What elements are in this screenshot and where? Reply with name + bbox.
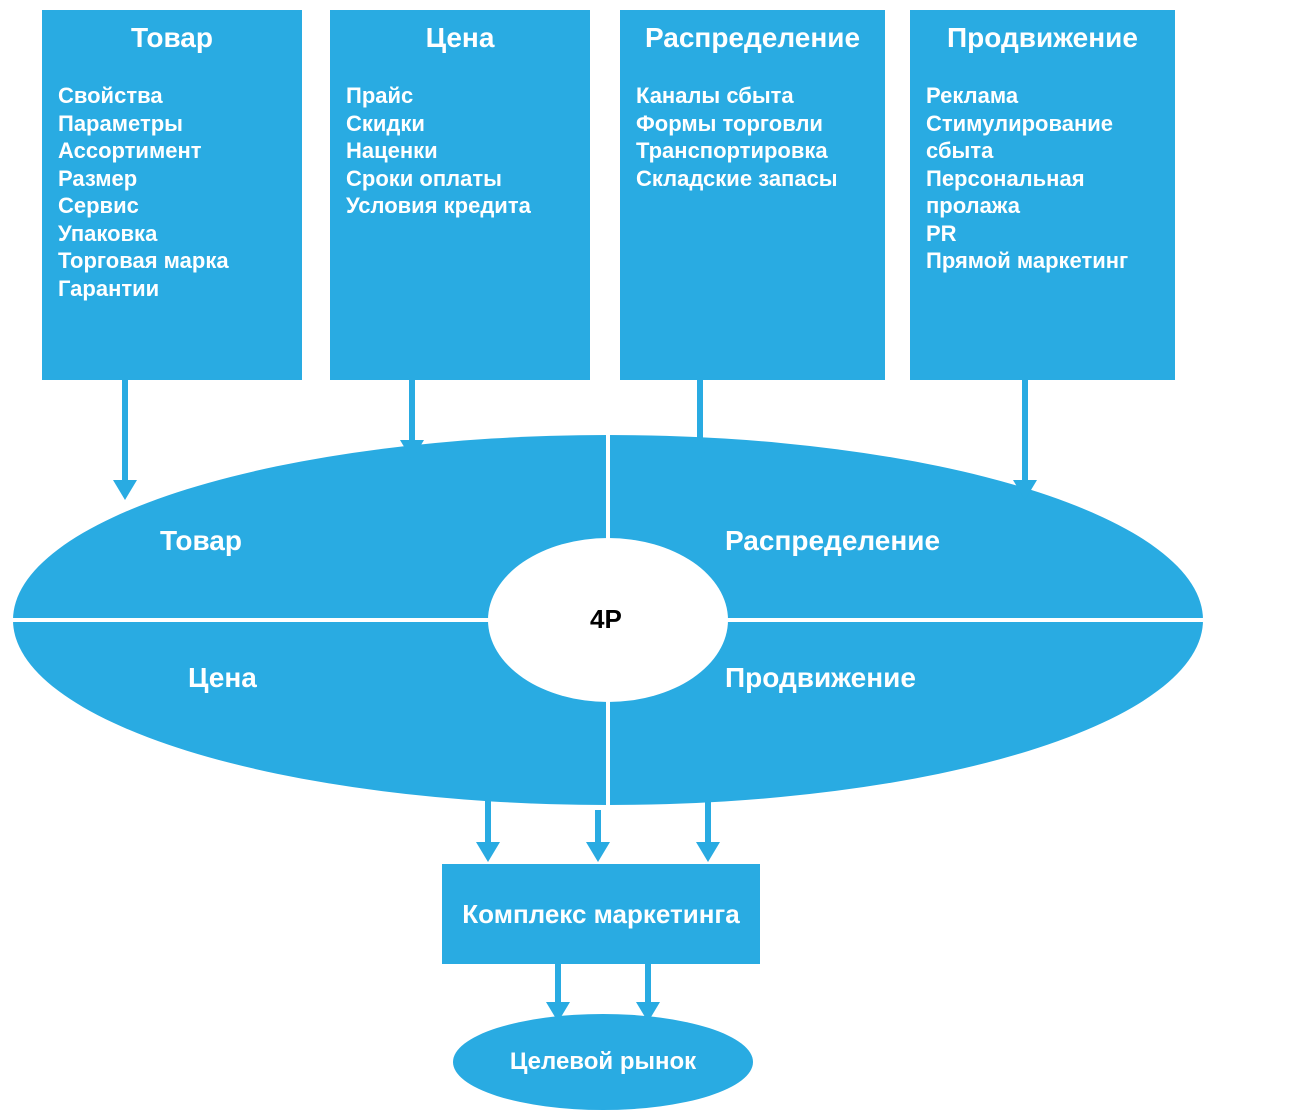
- box-price: Цена ПрайсСкидкиНаценкиСроки оплатыУслов…: [330, 10, 590, 380]
- box-item: Упаковка: [58, 220, 286, 248]
- box-item: Прямой маркетинг: [926, 247, 1159, 275]
- box-item: Стимулирование сбыта: [926, 110, 1159, 165]
- box-item: Параметры: [58, 110, 286, 138]
- center-label-4p: 4P: [590, 604, 622, 635]
- quadrant-promotion: Продвижение: [725, 662, 916, 694]
- ellipse-target-market: Целевой рынок: [453, 1014, 753, 1110]
- box-place: Распределение Каналы сбытаФормы торговли…: [620, 10, 885, 380]
- box-promotion-items: РекламаСтимулирование сбытаПерсональная …: [926, 82, 1159, 275]
- box-item: Транспортировка: [636, 137, 869, 165]
- box-item: PR: [926, 220, 1159, 248]
- box-promotion-title: Продвижение: [926, 22, 1159, 54]
- box-item: Условия кредита: [346, 192, 574, 220]
- box-item: Складские запасы: [636, 165, 869, 193]
- box-price-title: Цена: [346, 22, 574, 54]
- box-item: Сервис: [58, 192, 286, 220]
- box-marketing-complex: Комплекс маркетинга: [442, 864, 760, 964]
- box-item: Формы торговли: [636, 110, 869, 138]
- quadrant-place: Распределение: [725, 525, 940, 557]
- box-item: Каналы сбыта: [636, 82, 869, 110]
- box-item: Прайс: [346, 82, 574, 110]
- box-promotion: Продвижение РекламаСтимулирование сбытаП…: [910, 10, 1175, 380]
- box-item: Торговая марка: [58, 247, 286, 275]
- box-product: Товар СвойстваПараметрыАссортиментРазмер…: [42, 10, 302, 380]
- box-item: Ассортимент: [58, 137, 286, 165]
- quadrant-product: Товар: [160, 525, 242, 557]
- box-price-items: ПрайсСкидкиНаценкиСроки оплатыУсловия кр…: [346, 82, 574, 220]
- box-item: Размер: [58, 165, 286, 193]
- box-product-title: Товар: [58, 22, 286, 54]
- box-item: Гарантии: [58, 275, 286, 303]
- box-place-title: Распределение: [636, 22, 869, 54]
- complex-label: Комплекс маркетинга: [462, 898, 739, 931]
- target-label: Целевой рынок: [510, 1048, 696, 1076]
- box-place-items: Каналы сбытаФормы торговлиТранспортировк…: [636, 82, 869, 192]
- box-item: Персональная пролажа: [926, 165, 1159, 220]
- box-item: Наценки: [346, 137, 574, 165]
- box-item: Сроки оплаты: [346, 165, 574, 193]
- box-item: Реклама: [926, 82, 1159, 110]
- box-item: Свойства: [58, 82, 286, 110]
- box-product-items: СвойстваПараметрыАссортиментРазмерСервис…: [58, 82, 286, 302]
- box-item: Скидки: [346, 110, 574, 138]
- quadrant-price: Цена: [188, 662, 257, 694]
